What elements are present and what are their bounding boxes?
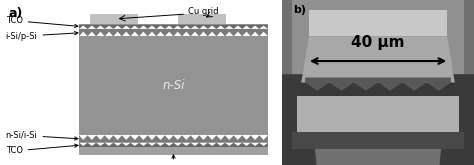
Bar xyxy=(292,0,465,74)
Text: TCO: TCO xyxy=(6,144,78,155)
Text: Rear metal electrode: Rear metal electrode xyxy=(129,155,218,165)
Text: i-Si/p-Si: i-Si/p-Si xyxy=(6,32,78,41)
Text: n-Si: n-Si xyxy=(162,79,185,92)
Bar xyxy=(178,14,226,24)
Polygon shape xyxy=(439,74,474,165)
Text: n-Si/i-Si: n-Si/i-Si xyxy=(6,131,78,140)
Text: 40 μm: 40 μm xyxy=(351,34,405,50)
Polygon shape xyxy=(301,36,455,82)
Bar xyxy=(297,96,459,132)
Text: Cu grid: Cu grid xyxy=(188,7,219,16)
Bar xyxy=(301,82,455,96)
Polygon shape xyxy=(79,135,268,143)
Bar xyxy=(79,147,268,155)
Text: a): a) xyxy=(9,7,23,20)
Text: TCO: TCO xyxy=(6,16,78,28)
Bar xyxy=(79,36,268,135)
Polygon shape xyxy=(79,143,268,147)
Text: b): b) xyxy=(293,5,307,15)
Polygon shape xyxy=(282,74,317,165)
Polygon shape xyxy=(79,24,268,29)
Bar xyxy=(90,14,138,24)
Bar xyxy=(292,132,465,148)
Bar xyxy=(309,10,447,36)
Polygon shape xyxy=(79,29,268,36)
Polygon shape xyxy=(305,78,451,91)
